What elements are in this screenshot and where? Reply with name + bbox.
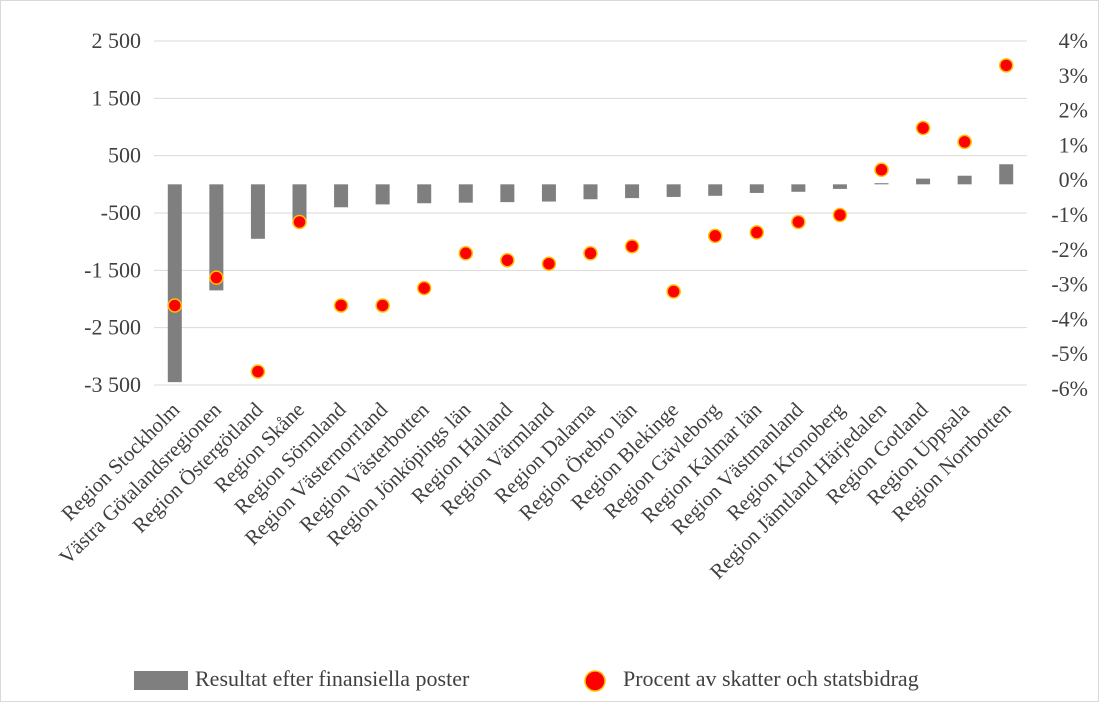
bar: [375, 184, 390, 205]
right-tick-label: 1%: [1059, 132, 1088, 157]
left-tick-label: -2 500: [84, 315, 141, 340]
data-point: [624, 239, 640, 254]
data-point: [375, 298, 390, 313]
bar: [500, 184, 515, 203]
legend-swatch-bar: [134, 671, 188, 690]
bar: [749, 184, 764, 193]
bar: [708, 184, 723, 196]
bar: [874, 183, 889, 185]
left-tick-label: -1 500: [84, 257, 141, 282]
data-point: [416, 280, 432, 296]
right-tick-label: 2%: [1059, 98, 1088, 123]
bar: [541, 184, 556, 202]
bar: [625, 184, 640, 199]
legend-swatch-dot: [584, 670, 606, 692]
data-point: [915, 120, 931, 136]
right-tick-label: -6%: [1051, 376, 1088, 401]
left-tick-label: -3 500: [84, 372, 141, 397]
data-point: [707, 228, 723, 244]
bar: [250, 184, 265, 239]
right-tick-label: 0%: [1059, 167, 1088, 192]
bar-series: [167, 164, 1014, 383]
data-point: [832, 207, 848, 223]
bar: [167, 184, 182, 383]
bar: [999, 164, 1014, 185]
left-tick-label: 2 500: [92, 28, 142, 53]
legend-label-bar: Resultat efter finansiella poster: [195, 666, 470, 691]
left-tick-label: -500: [101, 200, 141, 225]
left-tick-label: 500: [108, 143, 141, 168]
data-point: [583, 246, 598, 261]
left-axis-ticks: 2 500 1 500 500 -500 -1 500 -2 500 -3 500: [84, 28, 141, 397]
bar: [458, 184, 473, 203]
legend: Resultat efter finansiella poster Procen…: [134, 666, 919, 692]
right-tick-label: 4%: [1059, 28, 1088, 53]
bar: [334, 184, 349, 208]
category-label: Västra Götalandsregionen: [54, 397, 226, 569]
data-point: [666, 284, 681, 299]
gridlines: [154, 40, 1027, 386]
right-tick-label: -1%: [1051, 202, 1088, 227]
right-axis-ticks: 4% 3% 2% 1% 0% -1% -2% -3% -4% -5% -6%: [1051, 28, 1088, 401]
data-point: [250, 364, 266, 379]
left-tick-label: 1 500: [92, 85, 142, 110]
data-point: [791, 214, 806, 230]
data-point: [458, 246, 474, 261]
data-point: [209, 270, 224, 285]
data-point: [957, 134, 972, 150]
data-point: [333, 298, 349, 313]
scatter-series: [167, 58, 1014, 379]
bar: [666, 184, 681, 197]
data-point: [998, 58, 1014, 73]
bar: [791, 184, 806, 192]
bar: [832, 184, 847, 189]
data-point: [541, 256, 557, 271]
right-tick-label: -5%: [1051, 341, 1088, 366]
legend-label-dot: Procent av skatter och statsbidrag: [623, 666, 919, 691]
bar: [292, 184, 307, 222]
data-point: [167, 298, 183, 313]
data-point: [292, 214, 307, 230]
data-point: [749, 225, 765, 240]
bar: [583, 184, 598, 200]
bar: [417, 184, 432, 204]
right-tick-label: 3%: [1059, 63, 1088, 88]
right-tick-label: -2%: [1051, 237, 1088, 262]
right-tick-label: -4%: [1051, 306, 1088, 331]
bar: [957, 175, 972, 185]
bar: [916, 178, 931, 185]
data-point: [500, 252, 515, 268]
bar: [209, 184, 224, 291]
data-point: [874, 162, 889, 178]
right-tick-label: -3%: [1051, 272, 1088, 297]
